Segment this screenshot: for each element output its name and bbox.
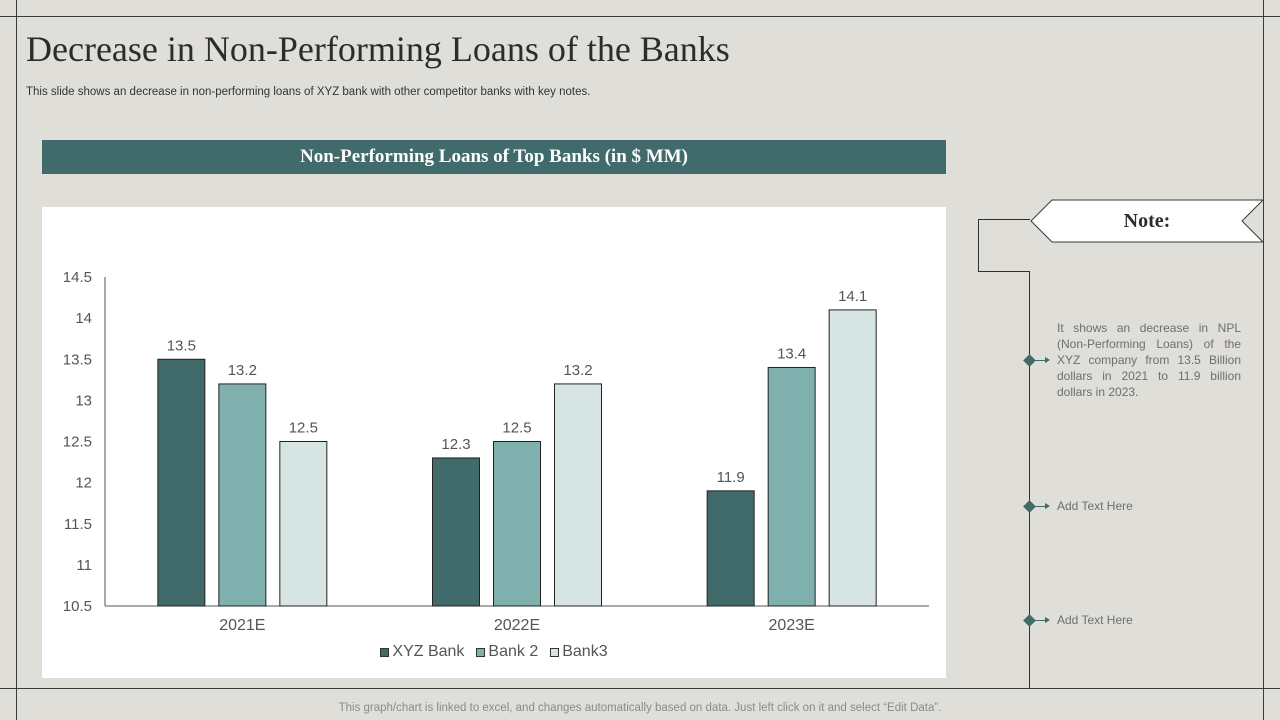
bar — [432, 457, 480, 607]
chart-panel[interactable]: 10.5 11 11.5 12 12.5 13 13.5 14 14.5 13.5 13.2 12.5… — [42, 207, 946, 678]
bar — [493, 441, 541, 607]
frame-right-line — [1263, 0, 1264, 720]
footer-note: This graph/chart is linked to excel, and… — [338, 702, 942, 714]
y-tick-label: 11 — [76, 557, 92, 574]
note-bullet-arrow — [1034, 360, 1048, 361]
bar-data-label: 12.5 — [289, 420, 318, 437]
note-arrowhead-icon — [1045, 357, 1050, 363]
note-header-shape — [1030, 199, 1264, 243]
frame-left-line — [16, 0, 17, 720]
legend-label: XYZ Bank — [392, 643, 465, 660]
legend-item: Bank3 — [550, 643, 608, 661]
y-tick-label: 10.5 — [63, 598, 92, 615]
y-tick-label: 14.5 — [63, 269, 92, 286]
page-subtitle: This slide shows an decrease in non-perf… — [26, 86, 591, 98]
y-tick-label: 12.5 — [63, 434, 92, 451]
note-bullet-arrow — [1034, 620, 1048, 621]
legend-label: Bank 2 — [488, 643, 539, 660]
y-tick-label: 14 — [75, 310, 92, 327]
note-text-1: It shows an decrease in NPL (Non-Perform… — [1057, 321, 1241, 399]
note-connector-left — [978, 219, 979, 272]
bar — [279, 441, 328, 607]
frame-bottom-line — [0, 688, 1280, 689]
bar — [828, 309, 877, 607]
note-header: Note: — [1030, 199, 1264, 243]
bar-data-label: 12.5 — [502, 420, 531, 437]
y-tick-label: 13 — [75, 392, 92, 409]
chart-legend: XYZ Bank Bank 2 Bank3 — [42, 643, 946, 661]
bar-data-label: 13.5 — [167, 337, 196, 354]
bar-data-label: 13.4 — [777, 345, 806, 362]
x-tick-label: 2022E — [494, 617, 540, 634]
note-label: Note: — [1123, 209, 1171, 232]
bar — [157, 358, 206, 607]
bar-data-label: 12.3 — [441, 436, 470, 453]
x-tick-label: 2021E — [219, 617, 265, 634]
legend-label: Bank3 — [562, 643, 608, 660]
bar — [767, 366, 816, 607]
legend-swatch — [380, 647, 390, 657]
note-arrowhead-icon — [1045, 503, 1050, 509]
legend-swatch — [550, 647, 560, 657]
bar — [706, 490, 755, 607]
bar — [554, 383, 602, 607]
page-title: Decrease in Non-Performing Loans of the … — [26, 29, 730, 69]
frame-top-line — [0, 16, 1280, 17]
note-arrowhead-icon — [1045, 617, 1050, 623]
bar-data-label: 13.2 — [563, 362, 592, 379]
bar-data-label: 11.9 — [717, 469, 745, 486]
legend-swatch — [476, 647, 486, 657]
note-text-2: Add Text Here — [1057, 499, 1133, 513]
bar-chart: 10.5 11 11.5 12 12.5 13 13.5 14 14.5 13.5 13.2 12.5… — [63, 269, 929, 634]
note-connector-top — [978, 219, 1030, 220]
y-tick-label: 11.5 — [64, 516, 92, 533]
bar-data-label: 14.1 — [838, 288, 867, 305]
note-text-3: Add Text Here — [1057, 613, 1133, 627]
note-timeline — [1029, 271, 1030, 688]
legend-item: Bank 2 — [476, 643, 538, 661]
x-tick-label: 2023E — [769, 617, 815, 634]
y-tick-label: 12 — [75, 475, 92, 492]
bar — [218, 383, 267, 607]
bar-data-label: 13.2 — [228, 362, 257, 379]
note-connector-bottom — [978, 271, 1030, 272]
note-bullet-arrow — [1034, 506, 1048, 507]
legend-item: XYZ Bank — [380, 643, 464, 661]
y-tick-label: 13.5 — [63, 351, 92, 368]
chart-title-banner: Non-Performing Loans of Top Banks (in $ … — [42, 140, 946, 174]
